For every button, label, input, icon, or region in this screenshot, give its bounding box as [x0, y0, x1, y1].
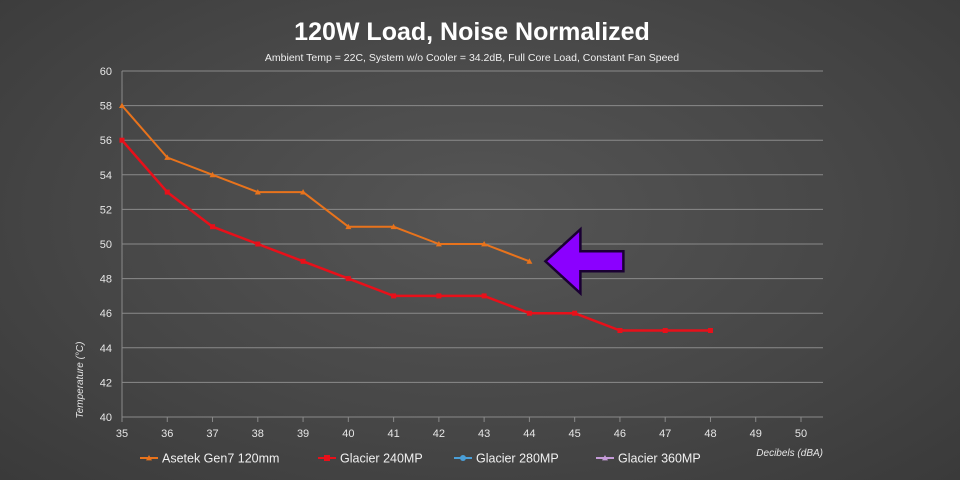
- x-tick-label: 50: [795, 428, 807, 440]
- data-point: [435, 241, 442, 247]
- data-point: [300, 258, 306, 264]
- y-tick-label: 60: [100, 66, 112, 78]
- x-tick-label: 40: [342, 428, 354, 440]
- data-point: [707, 328, 713, 333]
- y-axis-label: Temperature (°C): [75, 342, 86, 419]
- legend-label: Glacier 240MP: [340, 452, 423, 466]
- data-point: [210, 224, 216, 230]
- data-point: [209, 171, 216, 178]
- data-point: [391, 293, 397, 299]
- x-tick-label: 35: [116, 428, 128, 440]
- data-point: [526, 258, 533, 264]
- x-tick-label: 41: [387, 428, 399, 440]
- x-tick-label: 37: [206, 428, 218, 440]
- x-tick-label: 47: [659, 428, 671, 440]
- x-tick-label: 48: [704, 428, 716, 440]
- series-line-1: [121, 139, 711, 332]
- data-point: [390, 223, 397, 230]
- data-point: [345, 276, 351, 282]
- y-tick-label: 46: [100, 308, 112, 320]
- chart-title: 120W Load, Noise Normalized: [294, 18, 650, 46]
- data-point: [300, 189, 307, 195]
- annotation-arrow: [543, 226, 625, 297]
- x-tick-label: 49: [750, 428, 762, 440]
- legend-swatch-marker: [460, 455, 466, 461]
- legend-label: Asetek Gen7 120mm: [162, 452, 279, 466]
- y-tick-label: 52: [100, 204, 112, 216]
- x-tick-label: 45: [569, 428, 581, 440]
- data-point: [572, 310, 578, 316]
- chart-subtitle: Ambient Temp = 22C, System w/o Cooler = …: [265, 52, 679, 64]
- legend-swatch-marker: [602, 455, 608, 461]
- data-point: [119, 137, 125, 143]
- x-tick-label: 46: [614, 428, 626, 440]
- data-point: [481, 241, 488, 247]
- annotations: [543, 226, 625, 297]
- legend-swatch-marker: [324, 455, 330, 461]
- x-tick-label: 43: [478, 428, 490, 440]
- legend-swatch-marker: [146, 455, 152, 461]
- x-tick-label: 44: [523, 428, 535, 440]
- y-tick-label: 54: [100, 170, 112, 182]
- series-lines: [119, 102, 713, 333]
- legend-label: Glacier 360MP: [618, 452, 701, 466]
- data-point: [436, 293, 442, 299]
- data-point: [617, 328, 623, 333]
- x-axis-label: Decibels (dBA): [756, 448, 823, 459]
- y-tick-label: 48: [100, 274, 112, 286]
- data-point: [526, 310, 532, 316]
- data-point: [255, 241, 261, 247]
- y-tick-label: 56: [100, 135, 112, 147]
- x-tick-label: 42: [433, 428, 445, 440]
- y-axis-ticks: 40 42 44 46 48 50 52 54 56 58 60: [100, 66, 112, 424]
- x-axis-ticks: 35 36 37 38 39 40 41 42 43 44 45 46 47 48 49 50: [116, 428, 807, 440]
- y-tick-label: 44: [100, 343, 112, 355]
- x-tick-label: 39: [297, 428, 309, 440]
- x-tick-label: 38: [252, 428, 264, 440]
- y-tick-label: 58: [100, 101, 112, 113]
- data-point: [254, 189, 261, 195]
- y-tick-label: 42: [100, 377, 112, 389]
- series-line-0: [121, 104, 530, 263]
- legend: Asetek Gen7 120mm Glacier 240MP Glacier 28…: [140, 452, 701, 466]
- data-point: [345, 223, 352, 230]
- data-point: [119, 102, 125, 108]
- data-point: [662, 328, 668, 333]
- data-point: [164, 154, 171, 160]
- legend-label: Glacier 280MP: [476, 452, 559, 466]
- data-point: [481, 293, 487, 299]
- gridlines: [121, 70, 823, 422]
- data-point: [164, 189, 170, 195]
- x-tick-label: 36: [161, 428, 173, 440]
- y-tick-label: 50: [100, 239, 112, 251]
- y-tick-label: 40: [100, 412, 112, 424]
